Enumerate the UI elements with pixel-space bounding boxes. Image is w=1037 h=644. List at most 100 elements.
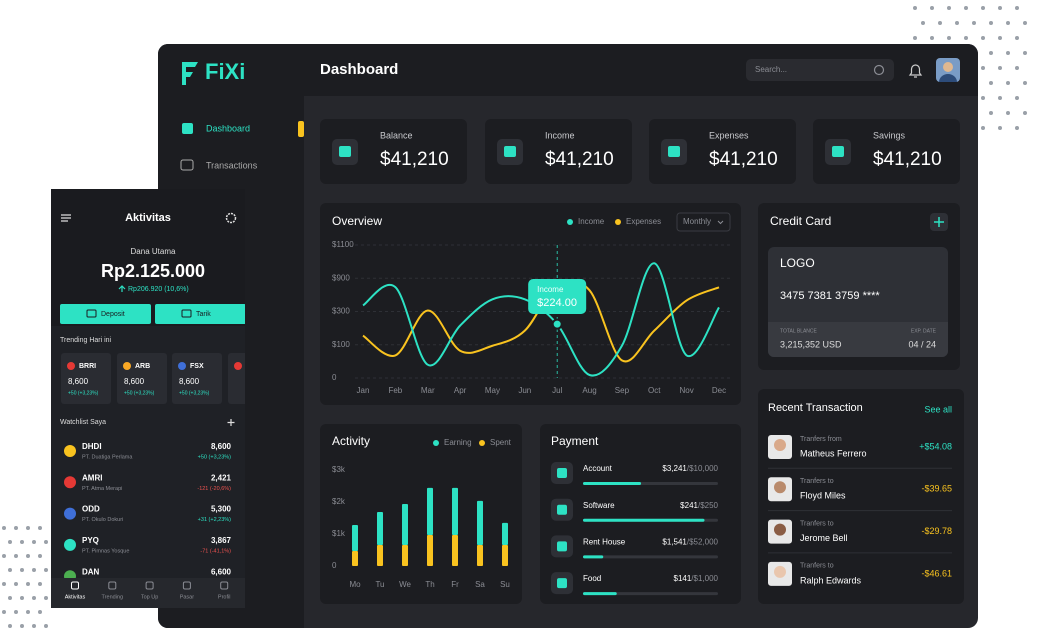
action-button[interactable] — [155, 304, 246, 324]
transfer-name: Matheus Ferrero — [800, 448, 867, 458]
dot — [1015, 36, 1019, 40]
payment-icon-glyph — [557, 541, 567, 552]
dot — [1006, 21, 1010, 25]
recent-title: Recent Transaction — [768, 402, 863, 414]
stat-value: $41,210 — [380, 149, 449, 170]
dot — [32, 596, 36, 600]
x-tick-label: Nov — [680, 386, 694, 395]
dot — [2, 610, 6, 614]
nav-label[interactable]: Aktivitas — [65, 594, 86, 600]
x-tick-label: Mo — [349, 580, 361, 589]
payment-label: Software — [583, 501, 615, 510]
payment-label: Account — [583, 464, 613, 473]
y-tick-label: $1100 — [332, 240, 354, 249]
dot — [32, 624, 36, 628]
watch-change: -121 (-20,6%) — [197, 486, 231, 492]
dot — [20, 624, 24, 628]
stat-card — [485, 119, 632, 184]
y-tick-label: $3k — [332, 465, 346, 474]
dot — [913, 6, 917, 10]
nav-label[interactable]: Top Up — [141, 594, 158, 600]
menu-icon — [182, 123, 193, 134]
trending-change: +50 (+3,23%) — [179, 390, 210, 396]
avatar-face — [774, 523, 786, 536]
transfer-name: Ralph Edwards — [800, 575, 862, 585]
action-button[interactable] — [60, 304, 151, 324]
stat-card — [813, 119, 960, 184]
bell-icon[interactable] — [908, 64, 923, 78]
nav-label[interactable]: Profil — [218, 594, 231, 600]
payment-limit: /$52,000 — [687, 538, 719, 547]
see-all-link[interactable]: See all — [924, 404, 952, 414]
bar — [377, 512, 383, 546]
avatar-body — [939, 74, 957, 82]
dot — [981, 66, 985, 70]
nav-icon — [145, 581, 154, 590]
bar — [502, 545, 508, 566]
dot — [930, 36, 934, 40]
tooltip — [528, 279, 587, 314]
trending-ticker: BRRI — [79, 363, 96, 370]
watch-ticker: ODD — [82, 505, 100, 514]
dot — [955, 21, 959, 25]
card-footer — [768, 322, 948, 357]
dot — [1023, 21, 1027, 25]
transfer-caption: Tranfers from — [800, 436, 842, 443]
hover-point — [551, 318, 563, 330]
trending-icon — [67, 362, 75, 370]
trending-price: 8,600 — [179, 377, 200, 386]
dot — [981, 96, 985, 100]
stat-card — [320, 119, 467, 184]
legend-label: Earning — [444, 438, 472, 447]
progress-bar — [583, 482, 642, 485]
stat-label: Savings — [873, 130, 906, 140]
trending-price: 8,600 — [68, 377, 89, 386]
activity-title: Activity — [332, 434, 370, 448]
search-box[interactable] — [746, 59, 894, 81]
card-exp: 04 / 24 — [908, 339, 936, 349]
dot — [989, 111, 993, 115]
payment-card — [540, 424, 741, 604]
dot — [947, 6, 951, 10]
dot — [1015, 126, 1019, 130]
dot — [1006, 51, 1010, 55]
nav-icon — [71, 581, 79, 590]
watch-icon — [64, 507, 76, 520]
tooltip-label: Income — [537, 285, 564, 294]
x-tick-label: Jun — [518, 386, 531, 395]
watch-price: 3,867 — [211, 536, 232, 545]
y-tick-label: $2k — [332, 497, 346, 506]
menu-icon — [180, 159, 194, 171]
watch-icon — [64, 476, 76, 489]
card-logo: LOGO — [780, 256, 815, 270]
nav-label[interactable]: Trending — [102, 594, 124, 600]
transfer-caption: Tranfers to — [800, 563, 834, 570]
mobile-title: Aktivitas — [125, 212, 171, 224]
bar — [452, 487, 458, 535]
bar — [427, 487, 433, 535]
exp-label: EXP. DATE — [911, 328, 937, 334]
transfer-name: Jerome Bell — [800, 533, 848, 543]
trending-change: +50 (+3,23%) — [68, 390, 99, 396]
stat-value: $41,210 — [709, 149, 778, 170]
dot — [32, 568, 36, 572]
dot — [1023, 51, 1027, 55]
hamburger-icon[interactable] — [61, 214, 71, 222]
nav-label[interactable]: Pasar — [180, 594, 195, 600]
nav-icon — [108, 581, 117, 590]
stat-label: Expenses — [709, 130, 749, 140]
settings-icon[interactable] — [225, 212, 237, 224]
watch-change: +31 (+2,23%) — [198, 517, 231, 523]
dot — [972, 21, 976, 25]
payment-amount: $241 — [680, 501, 698, 510]
bar — [402, 545, 408, 566]
dot — [989, 21, 993, 25]
filter-dropdown[interactable] — [676, 212, 731, 232]
add-icon[interactable] — [227, 419, 235, 426]
dot — [998, 96, 1002, 100]
bar — [477, 500, 483, 546]
trending-icon — [123, 362, 131, 370]
progress-bar — [583, 555, 604, 559]
activity-card — [320, 424, 522, 604]
x-tick-label: Su — [500, 580, 510, 589]
